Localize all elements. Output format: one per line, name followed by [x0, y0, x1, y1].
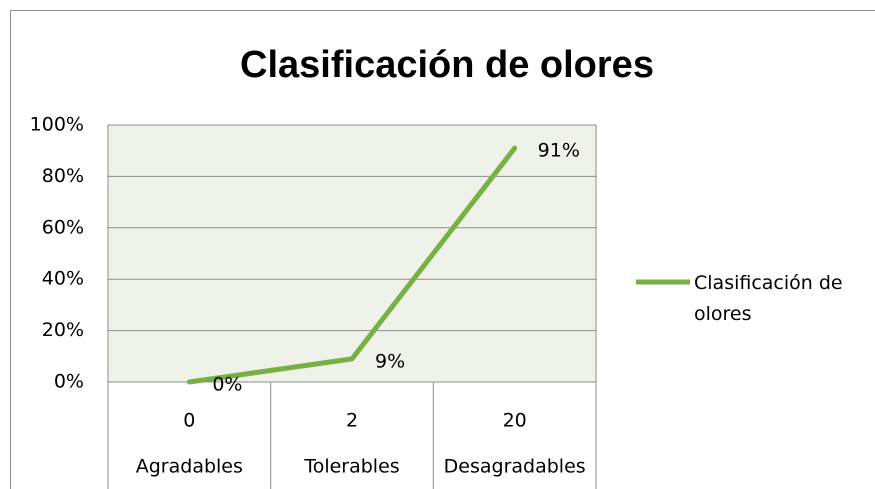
y-tick-label: 0% — [54, 371, 84, 393]
x-group-label: Desagradables — [444, 456, 586, 478]
x-group-label: Agradables — [136, 456, 243, 478]
y-tick-label: 40% — [42, 268, 84, 290]
chart-title: Clasificación de olores — [240, 44, 654, 86]
y-tick-label: 20% — [42, 319, 84, 341]
x-tick-label: 20 — [503, 410, 527, 432]
y-tick-label: 80% — [42, 165, 84, 187]
y-tick-label: 60% — [42, 216, 84, 238]
data-label: 91% — [538, 140, 580, 162]
plot-area — [107, 124, 597, 383]
data-label: 0% — [212, 374, 242, 396]
x-tick-label: 2 — [346, 410, 358, 432]
series-line — [186, 145, 518, 385]
data-label: 9% — [375, 350, 405, 372]
x-group-label: Tolerables — [303, 456, 399, 478]
x-tick-label: 0 — [183, 410, 195, 432]
legend-label: Clasificación de olores — [694, 272, 843, 325]
y-tick-label: 100% — [30, 114, 84, 136]
